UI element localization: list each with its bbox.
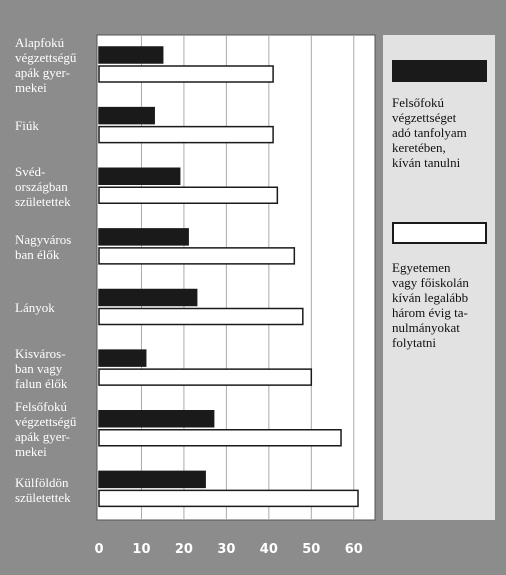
x-tick-label: 10	[132, 542, 150, 557]
bar	[98, 167, 181, 185]
bar	[98, 288, 198, 307]
category-label: Alapfokú végzettségű apák gyer- mekei	[15, 35, 77, 96]
x-tick-label: 60	[345, 542, 363, 557]
category-label: Felsőfokú végzettségű apák gyer- mekei	[15, 399, 77, 460]
legend: Felsőfokú végzettséget adó tanfolyam ker…	[383, 35, 495, 520]
x-tick-label: 50	[302, 542, 320, 557]
bar	[98, 489, 359, 508]
x-tick-label: 20	[175, 542, 193, 557]
bar	[98, 349, 147, 367]
bar	[98, 429, 342, 447]
bar	[98, 228, 189, 246]
bar	[98, 247, 296, 265]
category-label: Nagyváros ban élők	[15, 232, 72, 263]
bar	[98, 65, 274, 83]
category-label: Külföldön születettek	[15, 474, 71, 505]
category-label: Fiúk	[15, 118, 39, 134]
legend-swatch	[392, 60, 487, 82]
bar	[98, 470, 206, 489]
bar	[98, 125, 274, 144]
category-label: Lányok	[15, 300, 55, 316]
bar	[98, 106, 155, 125]
x-tick-label: 40	[260, 542, 278, 557]
bar	[98, 186, 279, 204]
bar	[98, 46, 164, 64]
legend-swatch	[392, 222, 487, 244]
x-tick-label: 30	[217, 542, 235, 557]
bar	[98, 410, 215, 428]
legend-label: Felsőfokú végzettséget adó tanfolyam ker…	[392, 95, 467, 170]
bar	[98, 307, 304, 326]
category-label: Svéd- országban születettek	[15, 164, 71, 210]
legend-label: Egyetemen vagy főiskolán kíván legalább …	[392, 260, 469, 350]
category-label: Kisváros- ban vagy falun élők	[15, 345, 68, 391]
bar	[98, 368, 313, 386]
x-tick-label: 0	[94, 542, 103, 557]
